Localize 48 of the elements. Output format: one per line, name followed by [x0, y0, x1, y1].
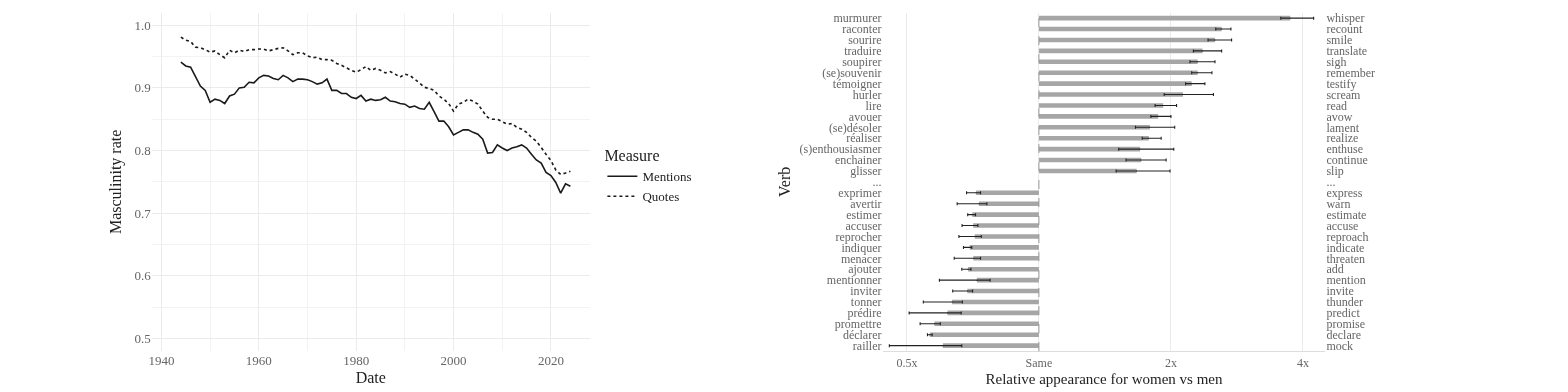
- y-tick-label: 0.5: [134, 331, 151, 347]
- x-tick-label: 1960: [245, 353, 272, 369]
- y-tick-label: traduire: [844, 44, 882, 59]
- bar: [978, 201, 1039, 207]
- bar: [1038, 114, 1159, 119]
- y2-tick-label: predict: [1326, 306, 1361, 321]
- y-tick-label: 0.6: [134, 268, 152, 284]
- bar: [929, 332, 1039, 338]
- y-tick-label: ajouter: [848, 262, 882, 277]
- bar: [1038, 125, 1150, 130]
- y-tick-label: prédire: [847, 306, 882, 321]
- bar: [967, 266, 1039, 272]
- y-tick-label: 0.9: [134, 80, 151, 96]
- x-tick-label: 2x: [1164, 355, 1177, 370]
- x-tick-label: Same: [1025, 355, 1053, 370]
- bar: [973, 256, 1039, 261]
- y2-tick-label: whisper: [1326, 11, 1365, 26]
- line-series: [180, 61, 572, 194]
- x-tick-label: 1980: [343, 353, 370, 369]
- y-tick-label: 1.0: [134, 17, 151, 33]
- line-series: [180, 36, 572, 176]
- legend-label: Mentions: [642, 169, 692, 185]
- x-axis-title: Date: [355, 368, 386, 386]
- bar: [1038, 81, 1192, 86]
- bar: [1038, 92, 1183, 97]
- bar: [1038, 135, 1149, 141]
- y-tick-label: 0.8: [134, 143, 151, 159]
- bar: [974, 234, 1039, 239]
- x-axis-title: Relative appearance for women vs men: [985, 370, 1223, 387]
- bar: [942, 343, 1039, 348]
- bar: [1038, 70, 1198, 76]
- y-tick-label: 0.7: [134, 205, 152, 221]
- legend-title: Measure: [604, 147, 660, 165]
- y2-tick-label: enthuse: [1326, 142, 1364, 157]
- bar: [969, 245, 1039, 250]
- legend-label: Quotes: [642, 189, 680, 205]
- x-tick-label: 2000: [440, 353, 467, 369]
- y2-tick-label: mock: [1326, 338, 1354, 353]
- bar: [972, 212, 1039, 217]
- x-tick-label: 0.5x: [896, 355, 918, 370]
- x-tick-label: 1940: [148, 353, 175, 369]
- x-tick-label: 2020: [537, 353, 564, 369]
- x-tick-label: 4x: [1296, 355, 1309, 370]
- y-axis-title: Verb: [776, 166, 794, 197]
- bar: [1038, 103, 1164, 108]
- bar: [973, 223, 1039, 228]
- y-tick-label: inviter: [850, 284, 882, 299]
- y-axis-title: Masculinity rate: [107, 129, 126, 235]
